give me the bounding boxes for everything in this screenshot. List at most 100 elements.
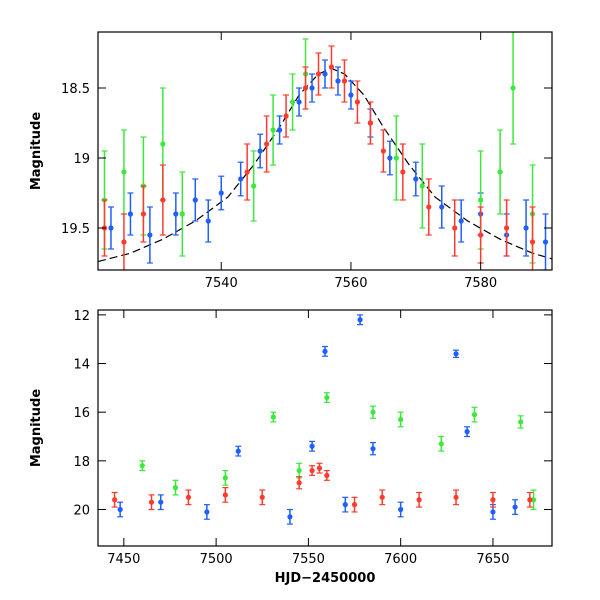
blue-series — [107, 59, 549, 270]
data-point — [296, 480, 302, 486]
data-point — [529, 239, 536, 245]
data-point — [309, 467, 315, 474]
y-tick-label: 12 — [73, 309, 90, 324]
top-panel-ticks: 7540 7560 7580 18.5 19 19.5 — [61, 32, 552, 291]
x-tick-label: 7540 — [205, 276, 238, 291]
data-point — [148, 499, 155, 505]
data-point — [387, 155, 393, 161]
data-point — [490, 497, 496, 503]
bottom-panel-x-axis-label: HJD−2450000 — [275, 571, 376, 586]
data-point — [222, 475, 228, 481]
data-point — [478, 197, 484, 203]
data-point — [235, 448, 241, 454]
data-point — [324, 394, 330, 401]
data-point — [453, 494, 459, 500]
data-point — [341, 78, 348, 84]
bottom-panel-marks — [111, 314, 537, 525]
data-point — [328, 64, 335, 70]
data-point — [518, 419, 524, 425]
data-point — [512, 504, 518, 510]
data-point — [542, 239, 549, 245]
data-point — [478, 232, 484, 238]
data-point — [458, 218, 464, 224]
data-point — [523, 225, 529, 231]
y-tick-label: 19 — [73, 152, 90, 167]
x-tick-label: 7560 — [334, 276, 367, 291]
red-series — [111, 462, 533, 513]
data-point — [322, 348, 328, 354]
red-series — [101, 45, 536, 270]
top-panel-zoom: 7540 7560 7580 18.5 19 19.5 Magnitude — [29, 31, 553, 291]
data-point — [251, 183, 257, 189]
data-point — [296, 99, 302, 105]
data-point — [244, 169, 250, 175]
data-point — [379, 494, 385, 500]
data-point — [309, 443, 315, 449]
x-tick-label: 7550 — [292, 552, 325, 567]
data-point — [413, 176, 419, 182]
data-point — [453, 351, 459, 357]
data-point — [438, 441, 444, 447]
data-point — [464, 429, 470, 435]
x-tick-label: 7580 — [464, 276, 497, 291]
data-point — [192, 197, 198, 203]
data-point — [370, 446, 376, 452]
top-panel-y-axis-label: Magnitude — [29, 112, 44, 191]
y-tick-label: 18 — [73, 455, 90, 470]
data-point — [173, 211, 179, 217]
x-tick-label: 7450 — [107, 552, 140, 567]
data-point — [324, 472, 330, 479]
y-tick-label: 16 — [73, 406, 90, 421]
top-panel-frame — [97, 31, 553, 271]
data-point — [322, 71, 328, 77]
data-point — [270, 127, 276, 133]
data-point — [139, 463, 145, 469]
data-point — [348, 92, 354, 98]
data-point — [127, 211, 134, 217]
data-point — [357, 317, 363, 323]
bottom-panel-frame — [97, 309, 553, 547]
blue-series — [117, 314, 519, 525]
data-point — [527, 497, 533, 503]
data-point — [398, 506, 404, 513]
data-point — [302, 85, 309, 91]
data-point — [205, 218, 211, 224]
data-point — [172, 485, 179, 491]
data-point — [393, 155, 399, 161]
data-point — [367, 120, 373, 126]
data-point — [121, 239, 127, 245]
x-tick-label: 7500 — [200, 552, 233, 567]
green-series — [139, 392, 537, 511]
data-point — [354, 99, 361, 105]
x-tick-label: 7650 — [476, 552, 509, 567]
data-point — [316, 465, 323, 471]
data-point — [296, 467, 302, 474]
y-tick-label: 18.5 — [61, 82, 90, 97]
data-point — [426, 204, 432, 210]
data-point — [222, 492, 228, 498]
data-point — [419, 183, 425, 189]
data-point — [121, 169, 127, 175]
data-point — [204, 509, 210, 515]
top-panel-marks — [98, 32, 552, 270]
data-point — [439, 204, 445, 210]
data-point — [238, 176, 244, 182]
data-point — [342, 502, 348, 508]
data-point — [471, 412, 478, 418]
data-point — [287, 514, 293, 520]
data-point — [416, 497, 422, 503]
data-point — [510, 85, 516, 91]
data-point — [108, 225, 114, 231]
model-curve — [98, 67, 552, 263]
data-point — [158, 499, 164, 505]
data-point — [257, 148, 263, 154]
y-tick-label: 14 — [73, 358, 90, 373]
data-point — [380, 148, 386, 154]
data-point — [400, 169, 406, 175]
data-point — [112, 497, 118, 503]
data-point — [283, 113, 289, 119]
data-point — [218, 190, 224, 196]
bottom-panel-ticks: 7450 7500 7550 7600 7650 12 14 16 18 20 — [73, 309, 552, 567]
data-point — [370, 409, 376, 415]
